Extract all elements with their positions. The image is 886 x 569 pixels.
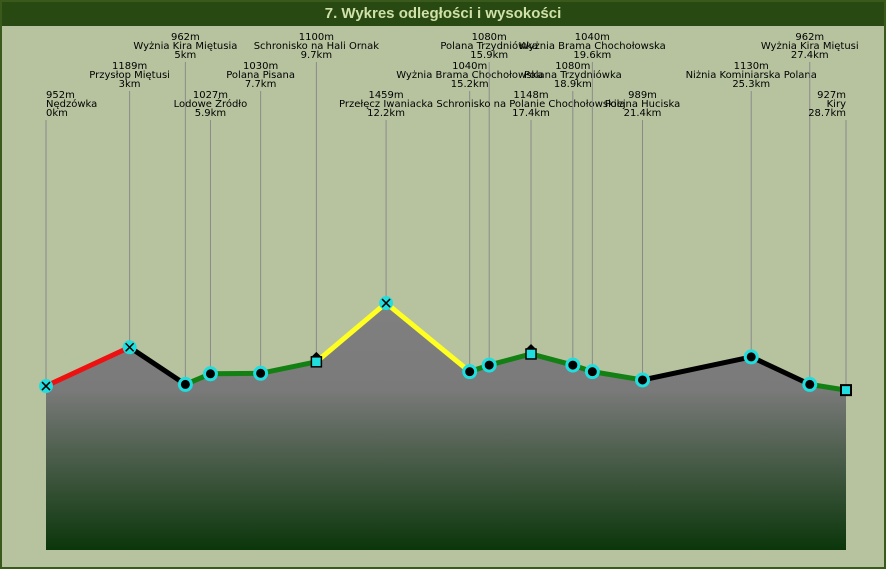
elevation-label: 1040m xyxy=(452,61,487,72)
point-name: Niżnia Kominiarska Polana xyxy=(686,70,817,81)
elevation-label: 1030m xyxy=(243,61,278,72)
point-name: Wyżnia Brama Chochołowska xyxy=(396,70,543,81)
panel-title: 7. Wykres odległości i wysokości xyxy=(2,2,884,26)
distance-label: 15.2km xyxy=(451,79,489,90)
point-marker xyxy=(635,372,651,388)
distance-label: 0km xyxy=(46,108,68,119)
elevation-label: 989m xyxy=(628,90,657,101)
distance-label: 27.4km xyxy=(791,50,829,61)
point-marker xyxy=(202,366,218,382)
point-name: Wyżnia Kira Miętusia xyxy=(133,41,237,52)
distance-label: 5.9km xyxy=(195,108,226,119)
point-name: Lodowe Źródło xyxy=(174,97,248,110)
point-name: Polana Trzydniówka xyxy=(440,40,538,52)
route-segment xyxy=(640,354,754,383)
distance-label: 5km xyxy=(174,50,196,61)
route-segment xyxy=(589,369,646,383)
point-name: Przełęcz Iwaniacka xyxy=(339,99,433,110)
point-marker xyxy=(481,357,497,373)
elevation-label: 952m xyxy=(46,90,75,101)
point-name: Nędzówka xyxy=(46,98,97,110)
point-marker xyxy=(462,364,478,380)
distance-label: 28.7km xyxy=(808,108,846,119)
elevation-label: 962m xyxy=(795,32,824,43)
point-name: Polana Pisana xyxy=(226,70,295,81)
route-segment xyxy=(383,300,473,375)
elevation-label: 927m xyxy=(817,90,846,101)
point-marker xyxy=(802,376,818,392)
elevation-label: 1100m xyxy=(299,32,334,43)
elevation-label: 962m xyxy=(171,32,200,43)
route-segment xyxy=(258,359,319,376)
elevation-label: 1080m xyxy=(472,32,507,43)
route-segment xyxy=(313,300,389,365)
point-name: Schronisko na Hali Ornak xyxy=(254,41,380,52)
point-name: Kiry xyxy=(827,99,846,110)
point-marker xyxy=(840,384,852,397)
distance-label: 12.2km xyxy=(367,108,405,119)
point-marker xyxy=(310,351,323,368)
point-marker xyxy=(379,296,394,311)
distance-label: 21.4km xyxy=(624,108,662,119)
point-name: Polana Trzydniówka xyxy=(524,69,622,81)
elevation-label: 1080m xyxy=(555,61,590,72)
point-marker xyxy=(39,379,53,394)
point-marker xyxy=(584,364,600,380)
point-name: Schronisko na Polanie Chochołowskiej xyxy=(436,99,625,110)
elevation-label: 1148m xyxy=(513,90,548,101)
point-marker xyxy=(253,365,269,381)
route-segment xyxy=(748,354,813,387)
distance-label: 9.7km xyxy=(301,50,332,61)
elevation-label: 1040m xyxy=(575,32,610,43)
elevation-label: 1130m xyxy=(734,61,769,72)
point-name: Wyżnia Brama Chochołowska xyxy=(519,41,666,52)
point-marker xyxy=(565,357,581,373)
distance-label: 18.9km xyxy=(554,79,592,90)
distance-label: 17.4km xyxy=(512,108,550,119)
elevation-label: 1027m xyxy=(193,90,228,101)
route-segment xyxy=(127,344,188,387)
elevation-area xyxy=(46,303,846,550)
point-marker xyxy=(122,340,137,355)
distance-label: 19.6km xyxy=(573,50,611,61)
elevation-label: 1189m xyxy=(112,61,147,72)
point-marker xyxy=(525,343,538,360)
point-marker xyxy=(743,349,759,365)
point-name: Przysłop Miętusi xyxy=(89,70,170,81)
route-segment xyxy=(43,344,133,389)
point-name: Wyżnia Kira Miętusi xyxy=(761,41,859,52)
distance-label: 7.7km xyxy=(245,79,276,90)
elevation-label: 1459m xyxy=(368,90,403,101)
distance-label: 15.9km xyxy=(470,50,508,61)
distance-label: 3km xyxy=(119,79,141,90)
point-name: Polana Huciska xyxy=(605,99,680,110)
distance-label: 25.3km xyxy=(732,79,770,90)
point-marker xyxy=(177,376,193,392)
